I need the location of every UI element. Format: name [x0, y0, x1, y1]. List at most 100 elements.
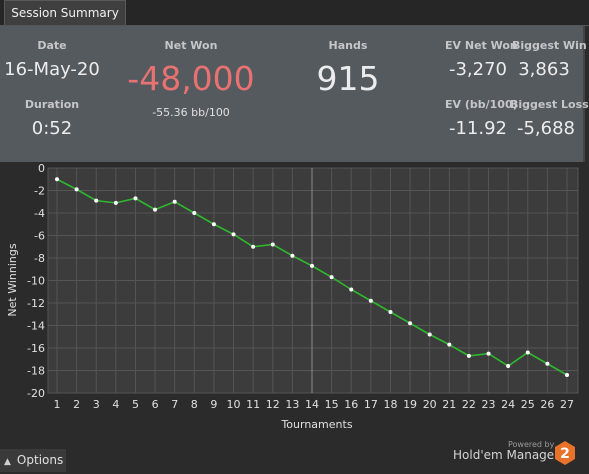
ev-net-won-label: EV Net Won	[445, 39, 518, 52]
x-tick-label: 11	[246, 398, 260, 411]
ev-net-won-value: -3,270	[448, 59, 508, 80]
net-winnings-chart-area: 0 -2 -4 -6 -8 -10 -12 -14 -16 -18 -20 1 2 3 4 5 6 7 8 9 10 1…	[0, 162, 589, 447]
y-tick-labels: 0 -2 -4 -6 -8 -10 -12 -14 -16 -18 -20	[27, 162, 45, 400]
x-tick-label: 1	[54, 398, 61, 411]
y-tick-label: -12	[27, 297, 45, 310]
y-tick-label: -10	[27, 275, 45, 288]
x-tick-label: 8	[191, 398, 198, 411]
x-tick-label: 20	[423, 398, 437, 411]
y-tick-label: -6	[34, 230, 45, 243]
data-point[interactable]	[251, 244, 256, 249]
data-point[interactable]	[545, 361, 550, 366]
data-point[interactable]	[427, 332, 432, 337]
x-tick-label: 15	[325, 398, 339, 411]
holdem-manager-logo-icon: 2	[555, 441, 575, 465]
x-tick-label: 3	[93, 398, 100, 411]
hands-label: Hands	[328, 39, 368, 52]
x-tick-label: 2	[73, 398, 80, 411]
x-tick-label: 9	[210, 398, 217, 411]
series-markers	[55, 177, 569, 377]
duration-value: 0:52	[31, 118, 73, 139]
data-point[interactable]	[466, 353, 471, 358]
data-point[interactable]	[388, 310, 393, 314]
net-winnings-chart: 0-2-4-6-8-10-12-14-16-18-20 1 2 3 4 5 6 7 8 9 10 1…	[6, 162, 579, 431]
y-tick-label: -4	[34, 207, 45, 220]
x-tick-label: 17	[364, 398, 378, 411]
data-point[interactable]	[211, 222, 216, 227]
x-tick-label: 12	[266, 398, 280, 411]
data-point[interactable]	[74, 187, 79, 192]
options-label: Options	[16, 453, 64, 467]
biggest-win-value: 3,863	[518, 59, 570, 80]
powered-by-label: Powered by	[508, 440, 555, 449]
x-tick-label: 5	[132, 398, 139, 411]
tab-session-summary[interactable]: Session Summary	[4, 0, 126, 26]
session-summary-panel: Date 16-May-20 Duration 0:52 Net Won -48…	[0, 26, 589, 162]
x-tick-label: 14	[305, 398, 319, 411]
tab-bar-divider	[0, 25, 589, 26]
ev-bb-value: -11.92	[448, 118, 508, 139]
net-won-bb-per-100: -55.36 bb/100	[152, 106, 230, 119]
tab-bar: Session Summary	[0, 0, 589, 26]
date-label: Date	[37, 39, 67, 52]
logo-text: 2	[560, 446, 570, 462]
y-tick-label: -16	[27, 342, 45, 355]
biggest-win-label: Biggest Win	[512, 39, 587, 52]
data-point[interactable]	[153, 207, 158, 212]
data-point[interactable]	[329, 275, 334, 280]
data-point[interactable]	[525, 350, 530, 355]
date-value: 16-May-20	[4, 59, 100, 80]
data-point[interactable]	[565, 373, 569, 377]
data-point[interactable]	[55, 177, 59, 182]
data-point[interactable]	[408, 321, 413, 326]
x-tick-label: 21	[442, 398, 456, 411]
x-tick-label: 27	[560, 398, 574, 411]
duration-label: Duration	[24, 98, 80, 111]
data-point[interactable]	[113, 200, 118, 205]
footer-bar: ▲ Options Powered by Hold'em Manager 2	[0, 440, 589, 472]
x-tick-label: 22	[462, 398, 476, 411]
x-axis-label: Tournaments	[280, 418, 352, 431]
x-tick-label: 26	[540, 398, 554, 411]
data-point[interactable]	[447, 342, 452, 347]
y-tick-label: -14	[27, 320, 45, 333]
caret-up-icon: ▲	[4, 457, 11, 467]
data-point[interactable]	[192, 211, 197, 215]
x-tick-label: 4	[112, 398, 119, 411]
y-tick-label: -20	[27, 387, 45, 400]
data-point[interactable]	[506, 364, 511, 368]
x-tick-label: 10	[227, 398, 241, 411]
x-tick-label: 19	[403, 398, 417, 411]
x-tick-label: 16	[344, 398, 358, 411]
net-won-label: Net Won	[164, 39, 218, 52]
options-button[interactable]: ▲ Options	[0, 449, 66, 472]
x-tick-label: 25	[521, 398, 535, 411]
y-tick-label: -2	[34, 185, 45, 198]
x-tick-label: 13	[285, 398, 299, 411]
chart-grid	[48, 167, 578, 394]
biggest-loss-value: -5,688	[516, 118, 576, 139]
y-axis-label: Net Winnings	[6, 243, 19, 316]
hands-value: 915	[316, 59, 380, 98]
data-point[interactable]	[172, 199, 177, 204]
biggest-loss-label: Biggest Loss	[510, 98, 589, 111]
x-tick-label: 24	[501, 398, 515, 411]
data-point[interactable]	[368, 298, 373, 303]
y-tick-label: -18	[27, 365, 45, 378]
data-point[interactable]	[133, 196, 138, 201]
data-point[interactable]	[94, 198, 99, 203]
x-tick-label: 23	[482, 398, 496, 411]
y-tick-label: 0	[38, 162, 45, 175]
data-point[interactable]	[290, 253, 295, 258]
data-point[interactable]	[310, 263, 314, 268]
x-tick-label: 7	[171, 398, 178, 411]
ev-bb-label: EV (bb/100)	[445, 98, 518, 111]
net-won-value: -48,000	[127, 59, 255, 98]
x-tick-label: 6	[152, 398, 159, 411]
data-point[interactable]	[349, 287, 354, 292]
data-point[interactable]	[486, 351, 491, 356]
y-tick-label: -8	[34, 252, 45, 265]
x-tick-label: 18	[383, 398, 397, 411]
data-point[interactable]	[231, 232, 236, 237]
data-point[interactable]	[270, 242, 275, 247]
